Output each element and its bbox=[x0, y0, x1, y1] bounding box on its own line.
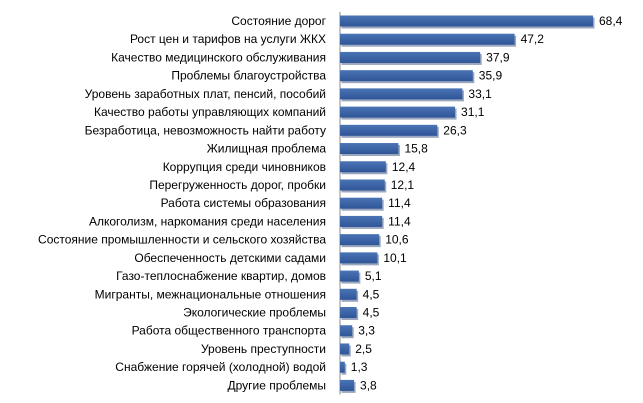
bar-row: Качество работы управляющих компаний 31,1 bbox=[94, 105, 485, 120]
bar bbox=[340, 15, 593, 27]
category-label: Коррупция среди чиновников bbox=[163, 160, 326, 174]
bar-row: Качество медицинского обслуживания 37,9 bbox=[111, 50, 510, 65]
bar-row: Экологические проблемы 4,5 bbox=[183, 306, 380, 321]
bar bbox=[340, 307, 357, 319]
bar bbox=[340, 197, 383, 209]
bar bbox=[340, 179, 385, 191]
bar-row: Состояние промышленности и сельского хоз… bbox=[38, 233, 409, 248]
bar-row: Рост цен и тарифов на услуги ЖКХ 47,2 bbox=[130, 32, 544, 47]
bar bbox=[340, 143, 399, 155]
bar bbox=[340, 343, 350, 355]
value-label: 68,4 bbox=[599, 14, 623, 28]
category-label: Проблемы благоустройства bbox=[171, 69, 326, 83]
bar-row: Коррупция среди чиновников 12,4 bbox=[163, 160, 416, 175]
bar bbox=[340, 106, 456, 118]
value-label: 10,6 bbox=[385, 233, 409, 247]
value-label: 5,1 bbox=[365, 269, 382, 283]
category-label: Жилищная проблема bbox=[207, 142, 327, 156]
value-label: 31,1 bbox=[461, 105, 485, 119]
bar-row: Работа общественного транспорта 3,3 bbox=[132, 324, 375, 339]
category-label: Уровень заработных плат, пенсий, пособий bbox=[85, 87, 326, 101]
bar-row: Уровень заработных плат, пенсий, пособий… bbox=[85, 87, 492, 102]
bar-row: Уровень преступности 2,5 bbox=[201, 342, 372, 357]
value-label: 12,1 bbox=[391, 178, 415, 192]
bar-row: Проблемы благоустройства 35,9 bbox=[171, 69, 502, 84]
bar-row: Жилищная проблема 15,8 bbox=[207, 142, 428, 157]
category-label: Снабжение горячей (холодной) водой bbox=[115, 360, 326, 374]
category-label: Состояние промышленности и сельского хоз… bbox=[38, 233, 326, 247]
bar bbox=[340, 234, 380, 246]
bar-row: Снабжение горячей (холодной) водой 1,3 bbox=[115, 360, 368, 375]
bar bbox=[340, 270, 359, 282]
value-label: 47,2 bbox=[521, 32, 545, 46]
bar bbox=[340, 124, 438, 136]
value-label: 15,8 bbox=[404, 142, 428, 156]
category-label: Работа общественного транспорта bbox=[132, 324, 327, 338]
bar bbox=[340, 215, 383, 227]
bar-row: Работа системы образования 11,4 bbox=[161, 196, 411, 211]
category-label: Обеспеченность детскими садами bbox=[134, 251, 326, 265]
bar bbox=[340, 51, 481, 63]
bar bbox=[340, 33, 515, 45]
bar bbox=[340, 288, 357, 300]
bar bbox=[340, 88, 463, 100]
bar bbox=[340, 70, 473, 82]
bar bbox=[340, 252, 378, 264]
category-label: Состояние дорог bbox=[231, 14, 326, 28]
bar-row: Состояние дорог 68,4 bbox=[231, 14, 623, 29]
bar-row: Мигранты, межнациональные отношения 4,5 bbox=[95, 287, 380, 302]
category-label: Газо-теплоснабжение квартир, домов bbox=[116, 269, 326, 283]
category-label: Рост цен и тарифов на услуги ЖКХ bbox=[130, 32, 326, 46]
bar-row: Алкоголизм, наркомания среди населения 11… bbox=[89, 214, 411, 229]
value-label: 2,5 bbox=[355, 342, 372, 356]
category-label: Уровень преступности bbox=[201, 342, 326, 356]
bar-row: Перегруженность дорог, пробки 12,1 bbox=[149, 178, 414, 193]
category-label: Безработица, невозможность найти работу bbox=[85, 123, 326, 137]
value-label: 35,9 bbox=[479, 69, 503, 83]
category-label: Качество медицинского обслуживания bbox=[111, 50, 326, 64]
category-label: Качество работы управляющих компаний bbox=[94, 105, 326, 119]
bar-row: Обеспеченность детскими садами 10,1 bbox=[134, 251, 407, 266]
value-label: 4,5 bbox=[363, 306, 380, 320]
category-label: Работа системы образования bbox=[161, 196, 326, 210]
bar bbox=[340, 161, 386, 173]
bar-row: Газо-теплоснабжение квартир, домов 5,1 bbox=[116, 269, 382, 284]
value-label: 26,3 bbox=[443, 123, 467, 137]
bar bbox=[340, 325, 353, 337]
value-label: 33,1 bbox=[468, 87, 492, 101]
value-label: 10,1 bbox=[383, 251, 407, 265]
bar-row: Другие проблемы 3,8 bbox=[228, 378, 377, 393]
bar-row: Безработица, невозможность найти работу 2… bbox=[85, 123, 467, 138]
value-label: 4,5 bbox=[363, 287, 380, 301]
value-label: 11,4 bbox=[388, 196, 411, 210]
value-label: 1,3 bbox=[351, 360, 368, 374]
category-label: Алкоголизм, наркомания среди населения bbox=[89, 214, 326, 228]
category-label: Экологические проблемы bbox=[183, 306, 326, 320]
value-label: 3,3 bbox=[358, 324, 375, 338]
category-label: Другие проблемы bbox=[228, 378, 326, 392]
value-label: 37,9 bbox=[486, 50, 510, 64]
category-label: Мигранты, межнациональные отношения bbox=[95, 287, 326, 301]
value-label: 3,8 bbox=[360, 378, 377, 392]
bar bbox=[340, 361, 345, 373]
category-label: Перегруженность дорог, пробки bbox=[149, 178, 326, 192]
value-label: 11,4 bbox=[388, 214, 411, 228]
value-label: 12,4 bbox=[392, 160, 416, 174]
bar bbox=[340, 379, 355, 391]
